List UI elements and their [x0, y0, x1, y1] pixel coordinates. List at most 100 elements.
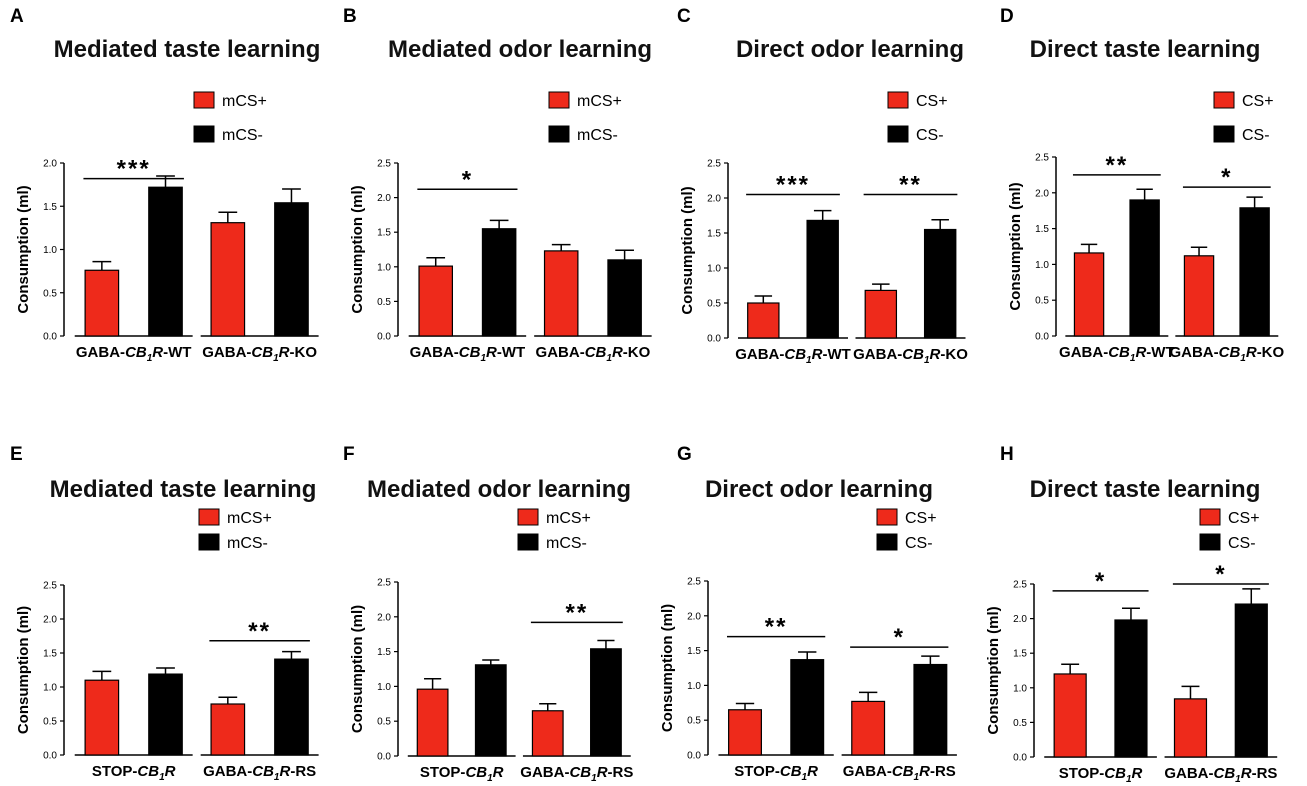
x-tick-label: GABA-CB1R-RS [1164, 765, 1277, 785]
label-gene: CB [1214, 765, 1236, 782]
y-tick-label: 2.0 [43, 615, 57, 626]
x-tick-label: GABA-CB1R-KO [202, 344, 317, 364]
label-subscript: 1 [1126, 774, 1132, 785]
y-tick-label: 2.0 [377, 612, 391, 623]
legend-label: mCS- [546, 535, 587, 552]
panel-G: G Direct odor learning CS+ CS- 0.0 0.5 1.0 1.5 2… [659, 444, 957, 783]
x-tick-label: GABA-CB1R-KO [536, 344, 651, 364]
x-tick-label: STOP-CB1R [1059, 765, 1143, 785]
y-tick-label: 0.0 [377, 752, 391, 763]
label-suffix: -KO [290, 344, 318, 361]
legend-label: mCS- [222, 127, 263, 144]
y-tick-label: 1.5 [43, 202, 57, 213]
y-tick-label: 1.5 [1013, 649, 1027, 660]
y-tick-label: 1.0 [43, 683, 57, 694]
significance-stars: ** [248, 618, 271, 645]
legend-label: mCS- [577, 127, 618, 144]
label-prefix: GABA- [203, 763, 252, 780]
label-suffix: -RS [608, 764, 634, 781]
y-axis-label: Consumption (ml) [349, 185, 366, 313]
panel-label: D [1000, 6, 1014, 27]
label-gene: CB [1104, 765, 1126, 782]
label-gene-suffix: R [152, 344, 163, 361]
label-subscript: 1 [591, 773, 597, 784]
y-tick-label: 2.5 [707, 159, 721, 170]
label-subscript: 1 [147, 353, 153, 364]
significance-stars: ** [899, 172, 922, 199]
y-tick-label: 1.0 [377, 262, 391, 273]
bar [148, 673, 183, 756]
label-prefix: GABA- [1169, 344, 1218, 361]
bar [590, 648, 622, 757]
label-prefix: GABA- [536, 344, 585, 361]
y-tick-label: 2.0 [1035, 188, 1049, 199]
y-tick-label: 0.5 [43, 717, 57, 728]
y-tick-label: 2.5 [687, 577, 701, 588]
label-suffix: -WT [1146, 344, 1174, 361]
label-suffix: -KO [623, 344, 651, 361]
label-gene: CB [1219, 344, 1241, 361]
chart-title: Direct taste learning [1030, 36, 1261, 63]
x-tick-label: GABA-CB1R-RS [520, 764, 633, 784]
legend-label: mCS+ [546, 510, 591, 527]
x-tick-label: GABA-CB1R-KO [853, 346, 968, 366]
y-axis-label: Consumption (ml) [349, 605, 366, 733]
bar [416, 688, 449, 757]
significance-stars: ** [765, 614, 788, 641]
x-tick-label: STOP-CB1R [420, 764, 504, 784]
bar [84, 679, 120, 756]
y-axis-label: Consumption (ml) [15, 185, 32, 313]
panel-A: A Mediated taste learning mCS+ mCS- 0.0 0.5 1.… [10, 6, 320, 364]
chart-title: Direct taste learning [1030, 476, 1261, 503]
label-prefix: GABA- [76, 344, 125, 361]
legend-swatch [548, 91, 570, 109]
bar [1239, 207, 1270, 337]
bar [1183, 255, 1215, 337]
legend-label: CS- [1242, 127, 1270, 144]
legend-label: mCS+ [227, 510, 272, 527]
y-tick-label: 0.5 [707, 299, 721, 310]
significance-stars: *** [776, 172, 810, 199]
panel-label: H [1000, 444, 1014, 465]
label-prefix: GABA- [853, 346, 902, 363]
label-prefix: GABA- [520, 764, 569, 781]
label-suffix: -RS [1252, 765, 1278, 782]
panel-B: B Mediated odor learning mCS+ mCS- 0.0 0.5 1.0… [343, 6, 652, 364]
y-tick-label: 1.5 [377, 647, 391, 658]
legend-swatch [876, 508, 898, 526]
label-prefix: STOP- [92, 763, 138, 780]
y-tick-label: 1.0 [687, 681, 701, 692]
label-gene: CB [252, 763, 274, 780]
y-tick-label: 2.5 [1035, 153, 1049, 164]
chart-title: Mediated odor learning [388, 36, 652, 63]
significance-stars: * [1221, 164, 1232, 191]
y-tick-label: 0.5 [1035, 296, 1049, 307]
significance-stars: * [462, 166, 473, 193]
legend-label: mCS- [227, 535, 268, 552]
bar [1234, 603, 1268, 758]
legend-label: mCS+ [577, 93, 622, 110]
x-tick-label: GABA-CB1R-RS [843, 763, 956, 783]
label-gene-suffix: R [1241, 765, 1252, 782]
y-axis-label: Consumption (ml) [985, 606, 1002, 734]
label-suffix: -WT [497, 344, 525, 361]
legend-label: CS- [1228, 535, 1256, 552]
label-suffix: -RS [930, 763, 956, 780]
chart-title: Mediated taste learning [54, 36, 321, 63]
significance-stars: ** [566, 599, 589, 626]
label-subscript: 1 [802, 772, 808, 783]
label-subscript: 1 [914, 772, 920, 783]
label-gene: CB [459, 344, 481, 361]
x-tick-label: GABA-CB1R-WT [735, 346, 851, 366]
significance-stars: * [894, 624, 905, 651]
bar [747, 302, 780, 339]
legend-swatch [548, 125, 570, 143]
label-gene-suffix: R [279, 344, 290, 361]
chart-title: Direct odor learning [705, 476, 933, 503]
label-prefix: STOP- [1059, 765, 1105, 782]
label-suffix: -WT [822, 346, 850, 363]
y-tick-label: 0.0 [1035, 332, 1049, 343]
label-subscript: 1 [1130, 353, 1136, 364]
chart-title: Mediated taste learning [50, 476, 317, 503]
bar [728, 709, 762, 756]
